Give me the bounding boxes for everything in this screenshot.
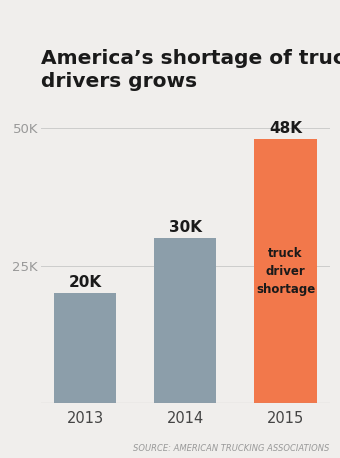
Bar [255, 139, 317, 403]
Text: SOURCE: AMERICAN TRUCKING ASSOCIATIONS: SOURCE: AMERICAN TRUCKING ASSOCIATIONS [133, 443, 330, 453]
Text: 30K: 30K [169, 220, 202, 235]
Text: 48K: 48K [269, 121, 302, 136]
Text: truck
driver
shortage: truck driver shortage [256, 247, 315, 295]
Text: 20K: 20K [68, 275, 102, 290]
Bar [154, 238, 216, 403]
Bar [54, 293, 116, 403]
Text: America’s shortage of trucker
drivers grows: America’s shortage of trucker drivers gr… [41, 49, 340, 91]
